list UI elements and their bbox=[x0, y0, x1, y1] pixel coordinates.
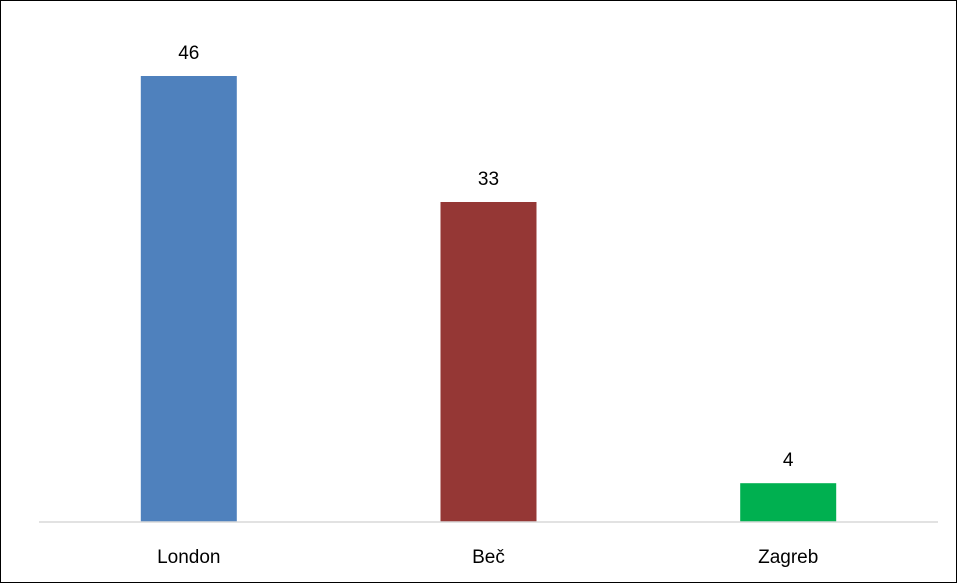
bars-layer bbox=[140, 76, 837, 522]
data-label-bec: 33 bbox=[478, 169, 499, 190]
bar-zagreb bbox=[740, 483, 837, 522]
labels-layer: 46 London 33 Beč 4 Zagreb bbox=[157, 43, 818, 568]
category-label-zagreb: Zagreb bbox=[758, 547, 818, 568]
data-label-zagreb: 4 bbox=[783, 450, 794, 471]
data-label-london: 46 bbox=[178, 43, 199, 64]
category-label-london: London bbox=[157, 547, 220, 568]
bar-bec bbox=[440, 202, 537, 522]
bar-london bbox=[140, 76, 237, 522]
category-label-bec: Beč bbox=[472, 547, 505, 568]
